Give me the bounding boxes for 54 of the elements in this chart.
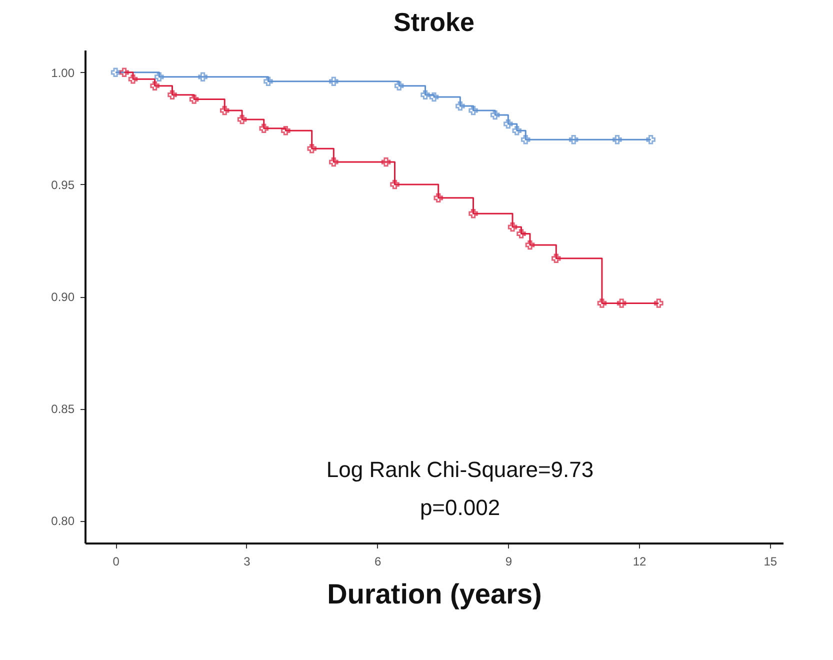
y-tick-label: 0.90 [51,290,75,304]
point [128,74,138,84]
x-axis-title: Duration (years) [327,578,542,610]
point [198,72,208,82]
y-tick-label: 1.00 [51,66,75,80]
point [394,81,404,90]
point [168,90,177,100]
x-tick-label: 9 [505,554,512,568]
y-tick-label: 0.80 [51,514,75,528]
point [612,135,622,144]
point [456,101,465,111]
y-tick-label: 0.95 [51,178,75,192]
point [516,229,526,238]
x-tick-label: 6 [374,554,382,568]
point [504,119,513,129]
point [490,110,500,120]
point [512,126,522,136]
point [468,208,478,218]
x-tick-label: 3 [244,554,251,568]
point [597,298,607,308]
point [525,240,535,250]
point [434,193,443,203]
x-tick-label: 12 [632,554,647,568]
point [381,157,391,167]
point [616,298,626,308]
y-tick-label: 0.85 [51,402,75,416]
point [189,94,199,104]
point [329,76,338,86]
point [468,106,478,116]
point [120,68,129,78]
point [552,254,561,264]
annotation: p=0.002 [420,495,500,520]
point [154,72,164,82]
point [520,135,530,144]
chart-title: Stroke [394,7,474,37]
point [568,135,578,144]
point [220,106,230,116]
point [150,81,160,90]
point [390,180,400,190]
point [307,144,316,154]
annotation: Log Rank Chi-Square=9.73 [326,457,594,482]
point [508,222,518,232]
point [110,68,120,78]
point [420,90,430,100]
x-tick-label: 0 [112,554,120,568]
point [429,92,439,102]
point [646,135,656,144]
point [259,124,268,134]
point [329,157,338,167]
point [237,114,247,124]
point [264,76,273,86]
point [281,126,290,136]
point [654,298,664,308]
x-tick-label: 15 [764,554,778,568]
